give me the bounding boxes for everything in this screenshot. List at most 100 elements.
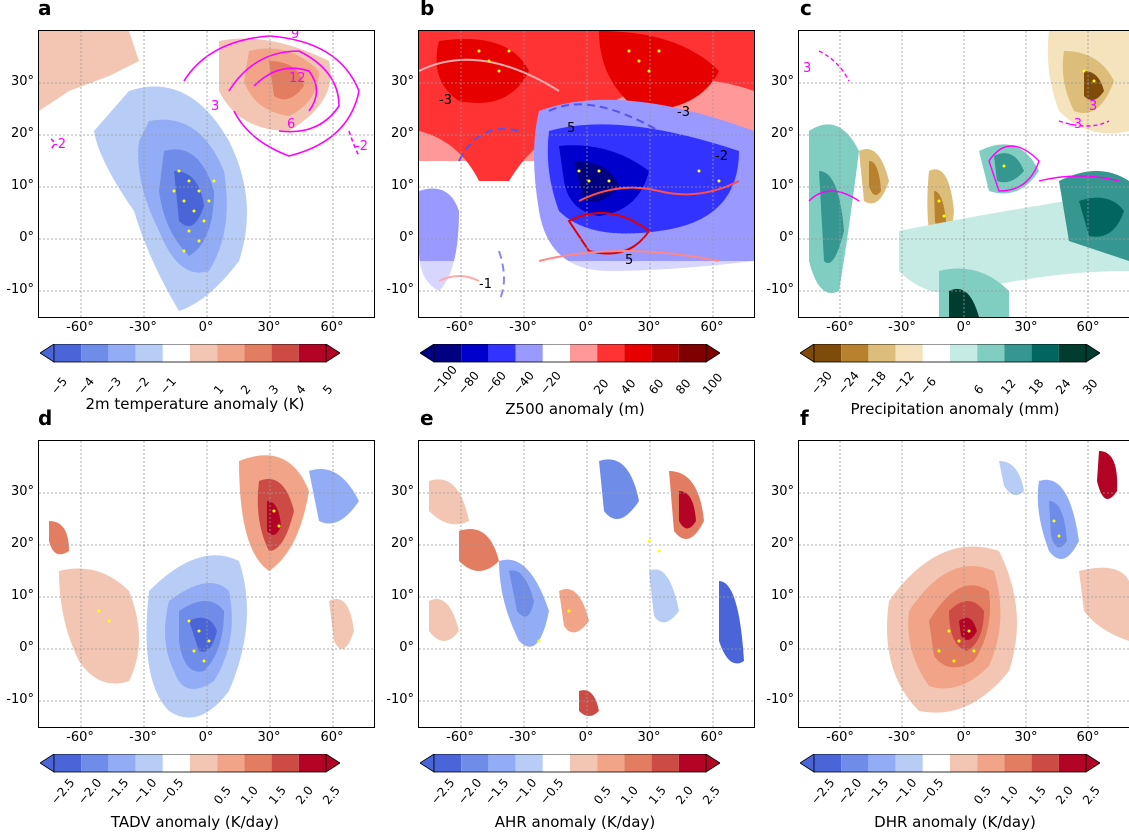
y-tick: 10° <box>380 178 414 193</box>
colorbar-extend-high <box>706 754 720 772</box>
x-tick: 30° <box>249 320 289 335</box>
contour-label: -2 <box>355 139 368 154</box>
colorbar-bin <box>977 344 1004 362</box>
colorbar-bin <box>841 754 868 772</box>
x-tick: -30° <box>123 320 163 335</box>
x-tick: -60° <box>820 320 860 335</box>
colorbar-extend-low <box>800 344 814 362</box>
colorbar-extend-high <box>326 754 340 772</box>
colorbar-extend-low <box>420 754 434 772</box>
colorbar-extend-low <box>40 754 54 772</box>
colorbar-bin <box>1032 344 1059 362</box>
colorbar-bin <box>543 754 570 772</box>
y-tick: 0° <box>380 640 414 655</box>
y-tick: -10° <box>760 282 794 297</box>
x-tick: 60° <box>692 730 732 745</box>
colorbar-bin <box>624 754 651 772</box>
x-tick: -60° <box>60 320 100 335</box>
colorbar-bin <box>217 754 244 772</box>
x-tick: 60° <box>692 320 732 335</box>
colorbar-bin <box>108 344 135 362</box>
colorbar-bin <box>488 344 515 362</box>
colorbar-bin <box>516 754 543 772</box>
colorbar-bin <box>977 754 1004 772</box>
contour-label: 9 <box>291 30 299 42</box>
panel-label: c <box>800 0 812 20</box>
y-tick: 0° <box>0 230 34 245</box>
y-tick: 0° <box>760 640 794 655</box>
colorbar-bin <box>272 754 299 772</box>
colorbar-bin <box>434 344 461 362</box>
map-d <box>38 440 375 728</box>
contour-label: -1 <box>479 277 492 292</box>
y-tick: 30° <box>0 484 34 499</box>
colorbar-bin <box>1059 344 1086 362</box>
contour-label: -2 <box>715 149 728 164</box>
colorbar-bin <box>190 344 217 362</box>
x-tick: 0° <box>186 730 226 745</box>
y-tick: 20° <box>380 536 414 551</box>
colorbar-bin <box>488 754 515 772</box>
colorbar-bin <box>679 344 706 362</box>
colorbar-extend-high <box>1086 754 1100 772</box>
colorbar-bin <box>190 754 217 772</box>
colorbar-bin <box>516 344 543 362</box>
colorbar-bin <box>244 344 271 362</box>
map-f-field <box>799 441 1129 727</box>
colorbar-bin <box>54 754 81 772</box>
x-tick: 30° <box>629 730 669 745</box>
y-tick: -10° <box>380 692 414 707</box>
map-b: -3 -3 5 -2 5 -1 <box>418 30 755 318</box>
x-tick: 0° <box>566 730 606 745</box>
y-tick: -10° <box>760 692 794 707</box>
x-tick: -60° <box>440 320 480 335</box>
colorbar-bin <box>814 344 841 362</box>
colorbar-bin <box>299 344 326 362</box>
colorbar-bin <box>163 344 190 362</box>
y-tick: 20° <box>0 536 34 551</box>
colorbar-bin <box>217 344 244 362</box>
panel-label: b <box>420 0 434 20</box>
colorbar-bin <box>54 344 81 362</box>
y-tick: 30° <box>380 74 414 89</box>
colorbar-bin <box>652 754 679 772</box>
map-c-field <box>799 31 1129 317</box>
contour-label: 5 <box>567 121 575 136</box>
panel-e: e <box>380 410 730 810</box>
y-tick: 0° <box>0 640 34 655</box>
contour-label: -2 <box>53 137 66 152</box>
colorbar-extend-low <box>420 344 434 362</box>
y-tick: 10° <box>760 178 794 193</box>
panel-b: b <box>380 0 730 400</box>
colorbar-bin <box>950 344 977 362</box>
y-tick: 20° <box>0 126 34 141</box>
colorbar-extend-low <box>800 754 814 772</box>
x-tick: 30° <box>629 320 669 335</box>
panel-c: c <box>760 0 1110 400</box>
x-tick: -30° <box>503 320 543 335</box>
colorbar-extend-high <box>706 344 720 362</box>
map-e-field <box>419 441 754 727</box>
y-tick: 10° <box>760 588 794 603</box>
panel-a: a <box>0 0 350 400</box>
colorbar-bin <box>652 344 679 362</box>
colorbar-bin <box>950 754 977 772</box>
colorbar-bin <box>461 344 488 362</box>
contour-label: 3 <box>803 61 811 76</box>
panel-label: a <box>38 0 52 20</box>
y-tick: 30° <box>380 484 414 499</box>
colorbar-bin <box>299 754 326 772</box>
x-tick: 60° <box>1068 730 1108 745</box>
y-tick: 10° <box>0 178 34 193</box>
y-tick: 10° <box>0 588 34 603</box>
y-tick: 20° <box>380 126 414 141</box>
x-tick: 60° <box>312 320 352 335</box>
colorbar-bin <box>434 754 461 772</box>
contour-label: 3 <box>1089 99 1097 114</box>
colorbar-bin <box>108 754 135 772</box>
y-tick: 30° <box>0 74 34 89</box>
x-tick: 0° <box>186 320 226 335</box>
y-tick: 0° <box>760 230 794 245</box>
panel-label: e <box>420 406 434 430</box>
colorbar-bin <box>679 754 706 772</box>
